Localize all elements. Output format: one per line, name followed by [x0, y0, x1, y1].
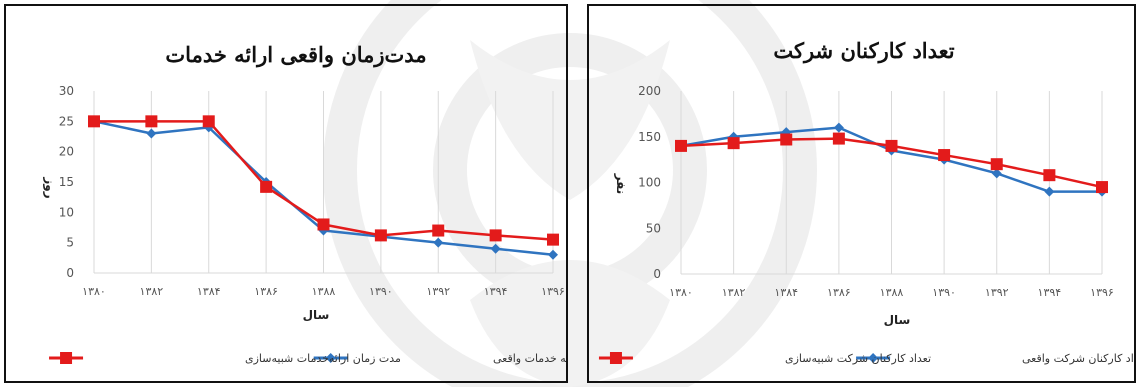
square-marker: [885, 139, 898, 152]
x-axis: ۱۳۸۰ ۱۳۸۲ ۱۳۸۴ ۱۳۸۶ ۱۳۸۸ ۱۳۹۰ ۱۳۹۲ ۱۳۹۴ ۱۳۹۶: [669, 286, 1114, 299]
square-marker: [317, 218, 330, 231]
y-tick-label: 100: [638, 176, 661, 190]
y-tick-label: 200: [638, 84, 661, 98]
x-tick-label: ۱۳۹۴: [1038, 286, 1062, 299]
legend-label: تعداد کارکنان شرکت واقعی: [1022, 352, 1134, 365]
square-marker: [780, 133, 793, 146]
diamond-marker: [146, 128, 157, 139]
square-marker: [727, 137, 740, 150]
x-tick-label: ۱۳۹۰: [369, 285, 393, 298]
diamond-marker: [490, 243, 501, 254]
x-axis-label: سال: [884, 313, 911, 327]
y-axis-label: روز: [42, 176, 57, 198]
x-tick-label: ۱۳۹۶: [1090, 286, 1114, 299]
legend-label: تعداد کارکنان شرکت شبیه‌سازی: [785, 352, 931, 365]
series-layer: [88, 115, 559, 260]
diamond-marker: [548, 249, 558, 260]
gridlines: [93, 91, 554, 274]
service-time-line-chart: مدت‌زمان واقعی ارائه خدمات 051015202530 …: [42, 42, 566, 365]
employees-line-chart: تعداد کارکنان شرکت 0 50 100 150 200 ۱۳۸۰ ۱۳۸۲…: [598, 38, 1134, 365]
x-axis-label: سال: [303, 308, 330, 322]
chart-title: تعداد کارکنان شرکت: [773, 38, 954, 64]
x-tick-label: ۱۳۸۸: [880, 286, 904, 299]
square-marker: [832, 132, 845, 145]
y-tick-label: 5: [66, 236, 74, 250]
y-tick-label: 50: [646, 221, 661, 235]
square-marker: [547, 233, 559, 246]
legend-square-marker: [609, 352, 622, 364]
panel-employees: تعداد کارکنان شرکت 0 50 100 150 200 ۱۳۸۰ ۱۳۸۲…: [587, 4, 1136, 383]
diamond-marker: [991, 168, 1002, 179]
x-tick-label: ۱۳۹۴: [484, 285, 508, 298]
x-tick-label: ۱۳۹۰: [932, 286, 956, 299]
square-marker: [145, 115, 158, 128]
square-marker: [88, 115, 100, 128]
square-marker: [938, 149, 951, 162]
y-tick-label: 0: [653, 267, 661, 281]
y-tick-label: 30: [59, 84, 74, 98]
square-marker: [489, 229, 502, 242]
x-tick-label: ۱۳۹۲: [426, 285, 450, 298]
legend-label: مدت زمان ارائه‌خدمات شبیه‌سازی: [245, 352, 401, 365]
x-tick-label: ۱۳۸۸: [312, 285, 336, 298]
square-marker: [260, 180, 273, 193]
diamond-marker: [433, 237, 444, 248]
x-tick-label: ۱۳۸۰: [669, 286, 693, 299]
legend: تعداد کارکنان شرکت واقعی تعداد کارکنان شر…: [598, 352, 1134, 365]
legend-square-marker: [60, 352, 73, 364]
y-tick-label: 25: [59, 114, 74, 128]
square-marker: [675, 139, 687, 152]
x-tick-label: ۱۳۸۴: [197, 285, 221, 298]
x-tick-label: ۱۳۸۶: [254, 285, 278, 298]
y-axis: 0 5 10 15 20 25 30: [59, 84, 74, 280]
y-tick-label: 150: [638, 130, 661, 144]
diamond-marker: [833, 122, 844, 133]
panel-service-time: مدت‌زمان واقعی ارائه خدمات 0 5 10 15 20 25 30 …: [4, 4, 568, 383]
x-tick-label: ۱۳۸۴: [774, 286, 798, 299]
x-axis: ۱۳۸۰ ۱۳۸۲ ۱۳۸۴ ۱۳۸۶ ۱۳۸۸ ۱۳۹۰ ۱۳۹۲ ۱۳۹۴ ۱۳۹۶: [82, 285, 565, 298]
square-marker: [1043, 169, 1056, 182]
square-marker: [374, 229, 387, 242]
legend: مدت زمان ارائه خدمات واقعی مدت زمان ارائه…: [49, 352, 566, 365]
chart-title: مدت‌زمان واقعی ارائه خدمات: [165, 42, 426, 68]
legend-label: مدت زمان ارائه خدمات واقعی: [493, 352, 566, 365]
y-tick-label: 20: [59, 145, 74, 159]
legend-diamond-marker: [868, 353, 879, 363]
y-tick-label: 15: [59, 175, 74, 189]
y-axis-label: نفر: [614, 173, 628, 195]
series-layer: [675, 122, 1108, 197]
square-marker: [432, 224, 445, 237]
gridlines: [680, 91, 1103, 275]
x-tick-label: ۱۳۸۰: [82, 285, 106, 298]
x-tick-label: ۱۳۸۶: [827, 286, 851, 299]
square-marker: [990, 158, 1003, 171]
square-marker: [202, 115, 215, 128]
x-tick-label: ۱۳۹۶: [541, 285, 565, 298]
x-tick-label: ۱۳۹۲: [985, 286, 1009, 299]
y-tick-label: 0: [66, 266, 74, 280]
y-tick-label: 10: [59, 205, 74, 219]
y-axis: 0 50 100 150 200: [638, 84, 661, 281]
square-marker: [1096, 181, 1108, 194]
x-tick-label: ۱۳۸۲: [140, 285, 164, 298]
legend-diamond-marker: [325, 353, 336, 363]
diamond-marker: [1044, 186, 1055, 197]
x-tick-label: ۱۳۸۲: [722, 286, 746, 299]
